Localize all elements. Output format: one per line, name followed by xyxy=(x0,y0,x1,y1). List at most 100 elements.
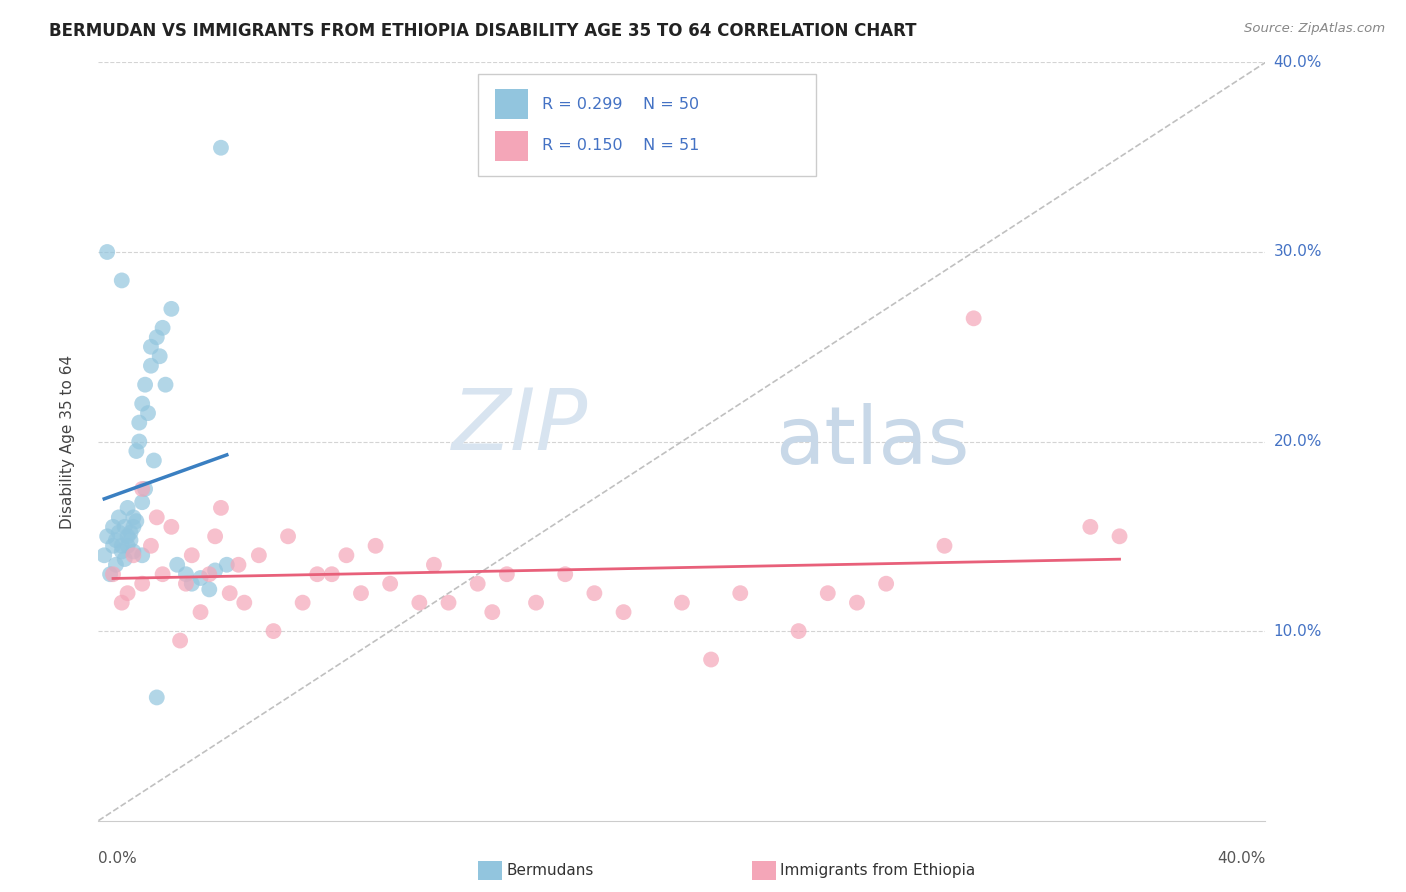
Point xyxy=(1080,520,1102,534)
Point xyxy=(98,567,121,582)
Point xyxy=(117,500,139,515)
Point xyxy=(117,529,139,543)
Point xyxy=(554,567,576,582)
Point xyxy=(277,529,299,543)
Point xyxy=(108,510,131,524)
Text: atlas: atlas xyxy=(775,402,970,481)
Point xyxy=(524,596,547,610)
Point xyxy=(111,544,134,558)
Point xyxy=(218,586,240,600)
Point xyxy=(233,596,256,610)
Point xyxy=(146,510,169,524)
Text: 30.0%: 30.0% xyxy=(1274,244,1322,260)
Point xyxy=(875,576,897,591)
Point xyxy=(204,564,226,578)
Point xyxy=(101,567,124,582)
Y-axis label: Disability Age 35 to 64: Disability Age 35 to 64 xyxy=(60,354,75,529)
Point xyxy=(380,576,402,591)
Point xyxy=(174,576,197,591)
Point xyxy=(700,652,723,666)
Point xyxy=(114,552,136,566)
Text: Immigrants from Ethiopia: Immigrants from Ethiopia xyxy=(780,863,976,878)
Point xyxy=(136,406,159,420)
Point xyxy=(104,533,127,548)
Point xyxy=(131,482,153,496)
Point xyxy=(155,377,177,392)
Text: 10.0%: 10.0% xyxy=(1274,624,1322,639)
Point xyxy=(962,311,984,326)
Point xyxy=(131,548,153,563)
Point xyxy=(291,596,314,610)
Text: ZIP: ZIP xyxy=(453,384,589,468)
Point xyxy=(174,567,197,582)
Point xyxy=(180,576,202,591)
Point xyxy=(128,434,150,449)
Point xyxy=(146,690,169,705)
Point xyxy=(122,520,145,534)
Point xyxy=(125,514,148,528)
Point xyxy=(131,396,153,410)
Point xyxy=(934,539,956,553)
Point xyxy=(128,416,150,430)
Text: 20.0%: 20.0% xyxy=(1274,434,1322,449)
Point xyxy=(134,377,156,392)
Point xyxy=(846,596,869,610)
Point xyxy=(730,586,752,600)
Point xyxy=(671,596,693,610)
Point xyxy=(122,544,145,558)
Point xyxy=(131,495,153,509)
Point xyxy=(104,558,127,572)
Point xyxy=(209,141,232,155)
Text: 40.0%: 40.0% xyxy=(1274,55,1322,70)
Point xyxy=(117,586,139,600)
Point xyxy=(125,444,148,458)
FancyBboxPatch shape xyxy=(495,130,527,161)
Point xyxy=(152,320,174,334)
Point xyxy=(190,571,212,585)
Point xyxy=(111,596,134,610)
Point xyxy=(583,586,606,600)
Text: 40.0%: 40.0% xyxy=(1218,851,1265,866)
Point xyxy=(139,359,162,373)
Text: Source: ZipAtlas.com: Source: ZipAtlas.com xyxy=(1244,22,1385,36)
Point xyxy=(139,340,162,354)
Point xyxy=(142,453,165,467)
Point xyxy=(146,330,169,344)
FancyBboxPatch shape xyxy=(478,74,815,177)
Point xyxy=(166,558,188,572)
Point xyxy=(111,273,134,287)
Point xyxy=(169,633,191,648)
Point xyxy=(120,525,142,540)
Point xyxy=(190,605,212,619)
Text: 0.0%: 0.0% xyxy=(98,851,138,866)
Point xyxy=(122,548,145,563)
Point xyxy=(101,520,124,534)
Point xyxy=(114,520,136,534)
Point xyxy=(496,567,519,582)
Point xyxy=(247,548,270,563)
Point xyxy=(335,548,357,563)
Point xyxy=(437,596,460,610)
Text: R = 0.150    N = 51: R = 0.150 N = 51 xyxy=(541,138,699,153)
Point xyxy=(262,624,284,639)
Point xyxy=(101,539,124,553)
Point xyxy=(467,576,489,591)
Point xyxy=(149,349,172,363)
Point xyxy=(209,500,232,515)
Point xyxy=(108,525,131,540)
Point xyxy=(93,548,115,563)
Point xyxy=(96,244,118,259)
Point xyxy=(152,567,174,582)
Point xyxy=(423,558,446,572)
Point xyxy=(612,605,634,619)
Point xyxy=(111,539,134,553)
Point xyxy=(96,529,118,543)
Point xyxy=(228,558,250,572)
Point xyxy=(364,539,387,553)
Point xyxy=(160,520,183,534)
Point xyxy=(787,624,810,639)
Point xyxy=(817,586,839,600)
Point xyxy=(134,482,156,496)
Point xyxy=(481,605,503,619)
Point xyxy=(139,539,162,553)
